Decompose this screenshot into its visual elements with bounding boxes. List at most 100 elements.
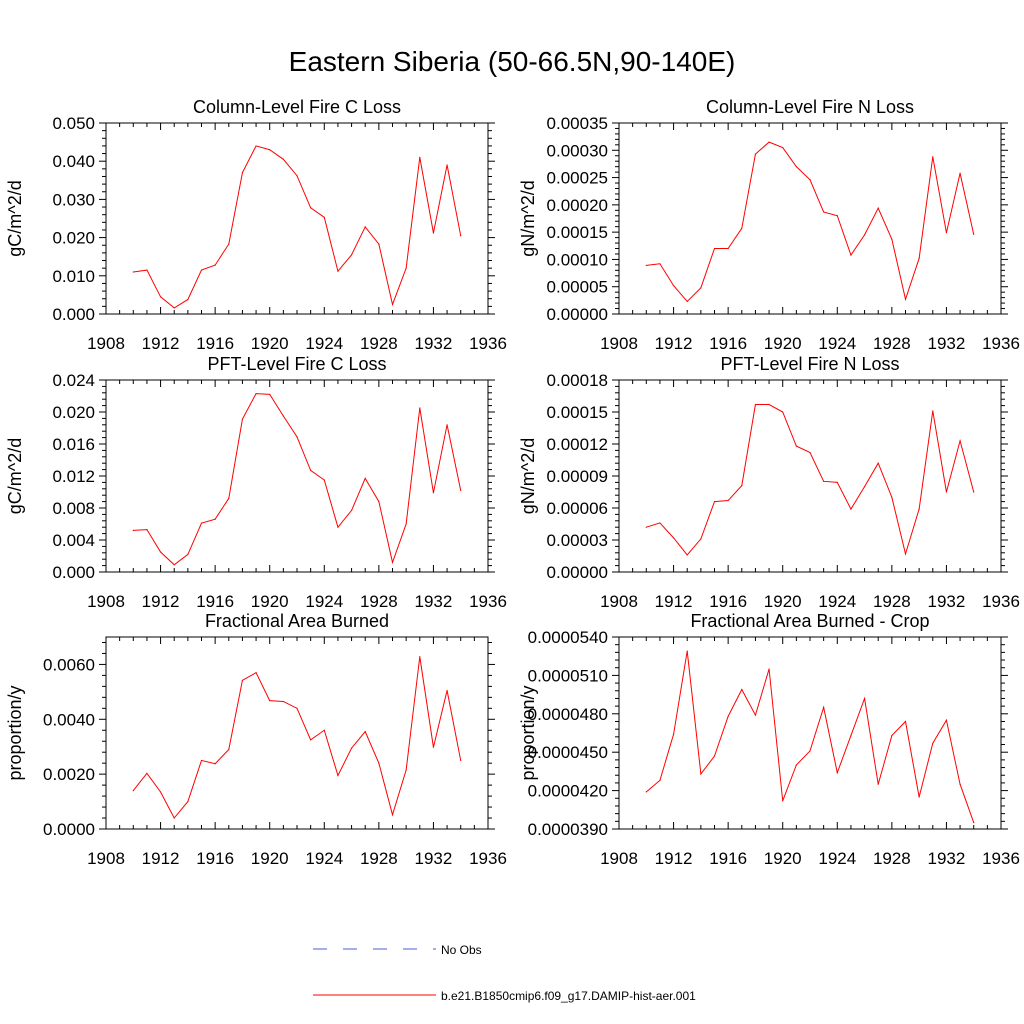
data-point [200, 759, 203, 762]
x-tick-label: 1932 [928, 334, 966, 353]
x-tick-label: 1920 [251, 849, 289, 868]
y-tick-label: 0.0000390 [528, 820, 608, 839]
data-point [310, 469, 312, 471]
data-point [795, 764, 797, 766]
y-tick-label: 0.050 [52, 114, 95, 133]
data-point [768, 403, 770, 406]
data-point [364, 477, 366, 479]
data-point [282, 415, 284, 417]
x-tick-label: 1928 [360, 592, 398, 611]
data-point [173, 307, 175, 309]
data-point [337, 774, 339, 777]
data-point [323, 216, 325, 218]
data-point [672, 537, 675, 539]
y-tick-label: 0.00012 [547, 435, 608, 454]
y-tick-label: 0.020 [52, 229, 95, 248]
data-point [269, 700, 271, 702]
y-tick-label: 0.008 [52, 499, 95, 518]
data-point [241, 172, 244, 174]
data-point [809, 451, 811, 454]
data-point [405, 769, 407, 771]
x-tick-label: 1908 [600, 334, 638, 353]
data-point [132, 790, 134, 792]
series-line [646, 141, 975, 303]
data-point [146, 772, 148, 774]
y-tick-label: 0.0000540 [528, 628, 608, 647]
data-point [228, 243, 230, 245]
x-tick-label: 1924 [305, 334, 343, 353]
data-point [159, 551, 162, 553]
data-point [187, 553, 189, 556]
x-tick-label: 1916 [709, 849, 747, 868]
data-point [823, 706, 825, 709]
data-point [809, 179, 811, 181]
data-point [686, 554, 688, 556]
series-line [133, 393, 462, 566]
data-point [337, 270, 339, 272]
y-tick-label: 0.004 [52, 531, 95, 550]
data-point [228, 748, 230, 751]
data-point [727, 499, 729, 502]
x-tick-label: 1924 [818, 334, 856, 353]
data-point [945, 491, 948, 493]
data-point [891, 734, 893, 737]
x-tick-label: 1916 [709, 334, 747, 353]
data-point [132, 529, 134, 532]
data-point [391, 303, 394, 306]
data-point [282, 158, 284, 160]
y-tick-label: 0.00000 [547, 563, 608, 582]
data-point [686, 300, 688, 303]
x-tick-label: 1932 [415, 592, 453, 611]
y-tick-label: 0.00035 [547, 114, 608, 133]
data-point [378, 762, 380, 764]
x-tick-label: 1908 [600, 592, 638, 611]
data-point [645, 791, 647, 793]
y-axis-label: gN/m^2/d [518, 180, 538, 256]
series-line [132, 656, 462, 819]
y-tick-label: 0.000 [52, 563, 95, 582]
data-point [364, 226, 366, 228]
data-point [296, 175, 298, 177]
plot-frame [618, 636, 1002, 830]
y-tick-label: 0.00000 [547, 305, 608, 324]
x-tick-label: 1924 [305, 592, 343, 611]
series-line [646, 404, 975, 556]
y-tick-label: 0.00010 [547, 250, 608, 269]
data-point [405, 267, 407, 269]
data-point [378, 243, 380, 245]
data-point [863, 234, 866, 236]
data-point [460, 489, 462, 491]
y-tick-label: 0.012 [52, 467, 95, 486]
data-point [419, 156, 421, 158]
data-point [337, 526, 339, 528]
data-point [891, 238, 893, 240]
y-tick-label: 0.010 [52, 267, 95, 286]
panel-title: PFT-Level Fire C Loss [207, 354, 386, 374]
data-point [432, 232, 435, 234]
data-point [904, 298, 907, 300]
x-tick-label: 1912 [655, 334, 693, 353]
y-tick-label: 0.0000450 [528, 743, 608, 762]
panel-5: 1908 1912 1916 1920 1924 1928 1932 1936 0.0000 0.… [5, 611, 507, 868]
data-point [200, 269, 203, 271]
data-point [973, 491, 975, 493]
x-tick-label: 1924 [818, 849, 856, 868]
x-tick-label: 1924 [305, 849, 343, 868]
data-point [850, 508, 852, 510]
x-tick-label: 1920 [764, 334, 802, 353]
data-point [432, 746, 435, 748]
y-tick-label: 0.00015 [547, 403, 608, 422]
x-tick-label: 1936 [469, 849, 507, 868]
data-point [741, 688, 743, 691]
y-tick-label: 0.040 [52, 152, 95, 171]
data-point [173, 564, 175, 566]
data-point [700, 538, 702, 540]
data-point [727, 247, 729, 250]
data-point [282, 700, 284, 703]
data-point [146, 529, 148, 531]
y-tick-label: 0.00020 [547, 196, 608, 215]
data-point [241, 679, 244, 681]
data-point [378, 501, 380, 503]
x-tick-label: 1932 [415, 334, 453, 353]
